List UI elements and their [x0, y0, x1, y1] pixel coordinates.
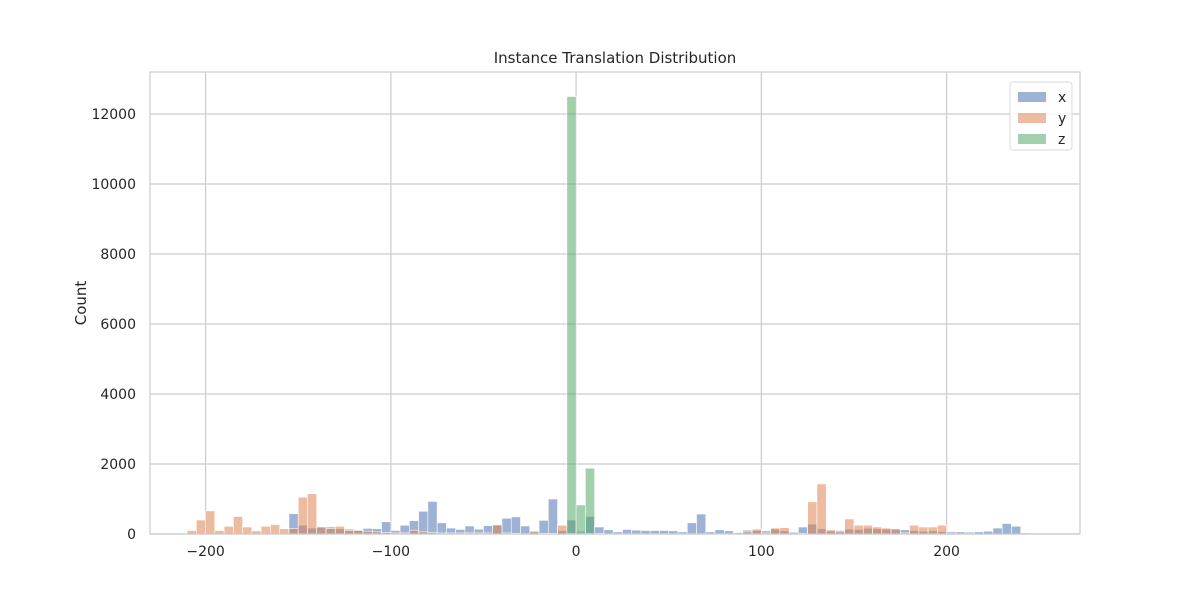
histogram-bar-x	[594, 526, 605, 535]
histogram-bar-y	[927, 526, 938, 535]
x-tick-label: −100	[372, 544, 410, 560]
histogram-bar-y	[223, 525, 234, 535]
histogram-bar-y	[316, 526, 327, 535]
histogram-bar-x	[686, 522, 697, 535]
histogram-bar-y	[557, 524, 568, 535]
y-tick-label: 6000	[100, 317, 136, 333]
histogram-bar-y	[825, 529, 836, 535]
x-tick-label: 0	[572, 544, 581, 560]
histogram-bar-x	[622, 529, 632, 535]
histogram-bar-x	[798, 526, 808, 535]
histogram-bar-y	[260, 525, 271, 535]
histogram-bars	[186, 96, 1031, 535]
axis-ticks: −200 −100 0 100 2000200040006000800010000120…	[91, 107, 960, 560]
grid	[150, 72, 1080, 535]
x-tick-label: −200	[186, 544, 224, 560]
histogram-bar-y	[909, 524, 920, 535]
histogram-bar-x	[992, 527, 1003, 535]
legend-swatch-x	[1018, 92, 1046, 102]
histogram-bar-x	[548, 498, 558, 535]
histogram-bar-z	[585, 467, 595, 535]
histogram-bar-y	[334, 525, 345, 535]
histogram-bar-x	[501, 517, 512, 535]
histogram-bar-x	[538, 520, 549, 535]
histogram-bar-y	[890, 528, 901, 535]
legend-label-y: y	[1058, 111, 1066, 127]
series-z-bars	[566, 96, 595, 535]
histogram-bar-x	[696, 513, 707, 535]
x-tick-label: 100	[748, 544, 775, 560]
histogram-bar-x	[418, 510, 429, 535]
histogram-bar-z	[575, 504, 586, 535]
histogram-bar-y	[779, 527, 790, 535]
histogram-bar-y	[872, 526, 883, 535]
y-tick-label: 0	[127, 527, 136, 543]
histogram-bar-y	[807, 501, 818, 535]
legend: xyz	[1009, 81, 1073, 151]
y-tick-label: 8000	[100, 247, 136, 263]
histogram-bar-x	[1011, 525, 1022, 535]
histogram-bar-y	[770, 527, 781, 535]
plot-area-frame	[149, 71, 1081, 535]
legend-swatch-z	[1018, 134, 1046, 144]
histogram-bar-y	[288, 528, 299, 535]
histogram-bar-y	[918, 526, 929, 535]
histogram-bar-y	[297, 496, 308, 535]
histogram-bar-y	[325, 528, 336, 535]
y-tick-label: 4000	[100, 387, 136, 403]
histogram-bar-y	[279, 528, 290, 535]
legend-swatch-y	[1018, 113, 1046, 123]
histogram-bar-x	[510, 516, 521, 535]
histogram-bar-y	[844, 518, 855, 535]
y-tick-label: 12000	[91, 107, 136, 123]
histogram-bar-y	[205, 510, 216, 535]
histogram-bar-y	[751, 528, 762, 535]
y-tick-label: 10000	[91, 177, 136, 193]
histogram-bar-z	[566, 96, 577, 535]
histogram-bar-y	[242, 526, 253, 535]
histogram-bar-x	[1001, 523, 1012, 535]
chart-title: Instance Translation Distribution	[494, 49, 737, 67]
y-tick-label: 2000	[100, 457, 136, 473]
histogram-bar-y	[270, 524, 280, 535]
histogram-bar-x	[436, 522, 447, 535]
y-axis-label: Count	[72, 281, 90, 326]
histogram-bar-y	[853, 524, 864, 535]
histogram-bar-y	[307, 493, 318, 535]
histogram-bar-y	[937, 524, 947, 535]
histogram-bar-y	[492, 524, 503, 535]
histogram-bar-x	[520, 525, 531, 535]
histogram-bar-y	[196, 519, 206, 535]
x-tick-label: 200	[933, 544, 960, 560]
legend-label-x: x	[1058, 90, 1066, 106]
histogram-bar-y	[233, 516, 243, 535]
histogram-bar-y	[862, 524, 873, 535]
histogram-bar-y	[881, 527, 892, 535]
histogram-bar-y	[816, 483, 827, 535]
histogram-bar-x	[427, 501, 438, 535]
legend-label-z: z	[1058, 132, 1065, 148]
histogram-bar-x	[381, 521, 392, 535]
